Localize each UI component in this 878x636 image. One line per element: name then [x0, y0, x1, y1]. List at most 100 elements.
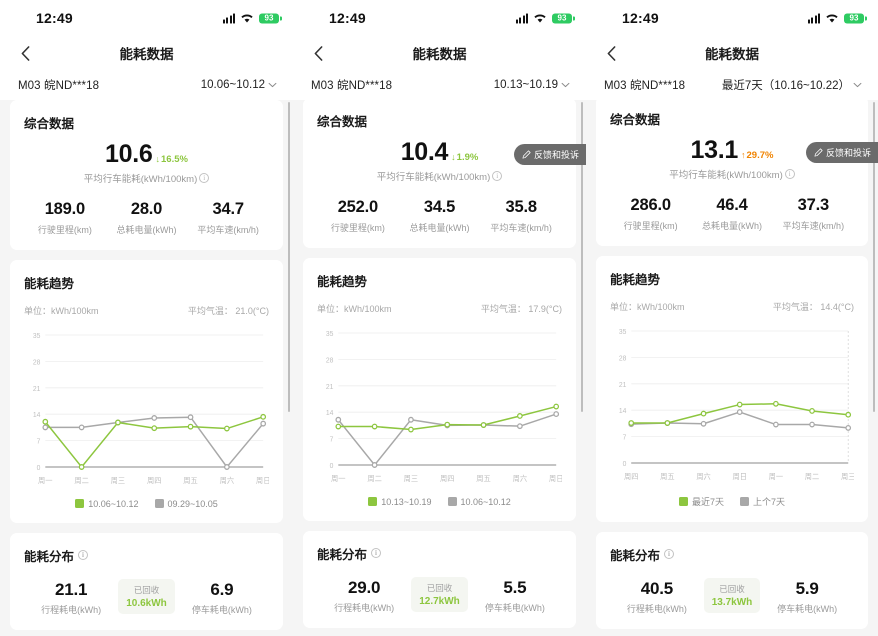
stat-label: 总耗电量(kWh) [116, 224, 177, 235]
hero-caption: 平均行车能耗(kWh/100km) i [24, 171, 269, 185]
data-point [809, 421, 815, 427]
distribution-park: 5.9 停车耗电(kWh) [760, 580, 854, 615]
scrollbar[interactable] [873, 102, 875, 412]
legend-item[interactable]: 10.06~10.12 [447, 497, 511, 507]
legend-swatch [447, 497, 457, 506]
y-axis-tick: 35 [33, 332, 41, 339]
x-axis-tick: 周三 [111, 475, 126, 484]
chart-temp-label: 平均气温： 21.0(°C) [187, 305, 269, 316]
x-axis-tick: 周四 [624, 471, 638, 480]
legend-item[interactable]: 最近7天 [678, 495, 724, 508]
back-button[interactable] [600, 42, 622, 64]
distribution-park: 6.9 停车耗电(kWh) [175, 581, 269, 616]
data-point [187, 423, 194, 430]
vehicle-plate: M03 皖ND***18 [18, 80, 100, 92]
signal-bars-icon [515, 13, 528, 23]
info-circle-icon[interactable]: i [664, 549, 675, 559]
legend-swatch [154, 499, 164, 508]
summary-card: 反馈和投诉 综合数据 13.1 ↑ 29.7% 平均行车能耗(kWh/100km) i 286… [596, 96, 878, 246]
chevron-left-icon [21, 45, 29, 61]
chart-area[interactable]: 0 7 14 21 28 35 周一 周二 周三 周四 周五 周六 周日 [317, 323, 562, 491]
page-title: 能耗数据 [705, 47, 759, 62]
distribution-value: 40.5 [640, 578, 673, 598]
scroll-body[interactable]: 反馈和投诉 综合数据 13.1 ↑ 29.7% 平均行车能耗(kWh/100km) i 286… [586, 96, 878, 636]
data-point [773, 421, 779, 427]
nav-bar: 能耗数据 [586, 36, 878, 70]
info-circle-icon[interactable]: i [371, 548, 382, 558]
distribution-value: 5.5 [503, 577, 527, 597]
hero-delta: ↑ 29.7% [741, 150, 773, 161]
data-point [444, 421, 451, 428]
feedback-button[interactable]: 反馈和投诉 [513, 144, 586, 165]
info-circle-icon[interactable]: i [78, 550, 89, 560]
y-axis-tick: 0 [330, 462, 334, 469]
status-time: 12:49 [329, 10, 366, 26]
x-axis-tick: 周二 [805, 471, 819, 480]
date-range-selector[interactable]: 最近7天（10.16~10.22） [722, 77, 862, 93]
info-circle-icon[interactable]: i [492, 171, 503, 181]
x-axis-tick: 周三 [404, 473, 419, 482]
vehicle-plate: M03 皖ND***18 [604, 80, 686, 92]
scroll-body[interactable]: 综合数据 10.6 ↓ 16.5% 平均行车能耗(kWh/100km) i 189.0 行驶里… [0, 100, 293, 636]
distribution-value: 6.9 [210, 579, 234, 599]
y-axis-tick: 14 [619, 408, 627, 415]
info-circle-icon[interactable]: i [784, 169, 795, 179]
distribution-row: 21.1 行程耗电(kWh) 已回收 10.6kWh 6.9 停车耗电(kWh) [24, 578, 269, 616]
stat-value: 252.0 [337, 198, 378, 216]
status-bar: 12:49 93 [0, 0, 293, 36]
stat-label: 平均车速(km/h) [782, 220, 845, 231]
x-axis-tick: 周五 [476, 473, 491, 482]
distribution-value: 21.1 [54, 579, 88, 599]
data-point [736, 408, 743, 415]
hero-delta: ↓ 1.9% [451, 152, 478, 163]
sub-header: M03 皖ND***18 10.06~10.12 [0, 70, 293, 100]
legend-item[interactable]: 10.13~10.19 [368, 497, 432, 507]
y-axis-tick: 21 [33, 385, 41, 392]
scrollbar[interactable] [581, 102, 583, 412]
scroll-body[interactable]: 反馈和投诉 综合数据 10.4 ↓ 1.9% 平均行车能耗(kWh/100km) i 252.… [293, 98, 586, 636]
trend-card: 能耗趋势 单位：kWh/100km 平均气温： 21.0(°C) 0 7 14 21 28 35… [10, 259, 283, 523]
chart-legend: 10.06~10.12 09.29~10.05 [24, 499, 269, 509]
stat-label: 平均车速(km/h) [490, 222, 552, 233]
date-range-selector[interactable]: 10.06~10.12 [201, 79, 277, 91]
scrollbar[interactable] [288, 102, 290, 412]
distribution-card: 能耗分布 i 29.0 行程耗电(kWh) 已回收 12.7kWh 5.5 停车耗电(kWh) [303, 530, 576, 628]
distribution-label: 行程耗电(kWh) [626, 603, 687, 614]
y-axis-tick: 21 [619, 381, 627, 388]
info-circle-icon[interactable]: i [199, 173, 210, 183]
nav-bar: 能耗数据 [0, 36, 293, 70]
y-axis-tick: 7 [37, 438, 41, 445]
chart-area[interactable]: 0 7 14 21 28 35 周四 周五 周六 周日 周一 周二 周三 [610, 321, 854, 489]
trend-card: 能耗趋势 单位：kWh/100km 平均气温： 17.9(°C) 0 7 14 21 28 35… [303, 257, 576, 521]
date-range-selector[interactable]: 10.13~10.19 [494, 79, 570, 91]
summary-card: 反馈和投诉 综合数据 10.4 ↓ 1.9% 平均行车能耗(kWh/100km) i 252.… [303, 98, 586, 248]
distribution-trip: 29.0 行程耗电(kWh) [317, 579, 411, 614]
stat-distance: 189.0 行驶里程(km) [24, 201, 106, 236]
distribution-title: 能耗分布 i [610, 545, 854, 564]
hero-delta-value: 29.7% [746, 150, 774, 161]
hero-caption: 平均行车能耗(kWh/100km) i [610, 167, 854, 181]
chevron-down-icon [268, 82, 277, 88]
phone-screen-2: 12:49 93 能耗数据 M03 皖ND***18 10.13~10.19 反馈和投诉 综… [293, 0, 586, 636]
distribution-title-text: 能耗分布 [317, 547, 368, 562]
back-button[interactable] [307, 42, 329, 64]
feedback-button[interactable]: 反馈和投诉 [805, 142, 878, 163]
back-button[interactable] [14, 42, 36, 64]
trend-arrow-icon: ↑ [741, 150, 746, 160]
data-point [151, 424, 158, 431]
y-axis-tick: 21 [326, 383, 334, 390]
legend-item[interactable]: 09.29~10.05 [154, 498, 218, 509]
series-line [44, 415, 264, 468]
data-point [335, 416, 342, 423]
chevron-down-icon [853, 82, 862, 88]
data-point [42, 418, 49, 425]
distribution-card: 能耗分布 i 21.1 行程耗电(kWh) 已回收 10.6kWh 6.9 停车耗电(kWh) [10, 532, 283, 630]
y-axis-tick: 28 [33, 359, 41, 366]
recovered-badge: 已回收 12.7kWh [411, 576, 468, 612]
legend-item[interactable]: 10.06~10.12 [75, 499, 139, 509]
chart-area[interactable]: 0 7 14 21 28 35 周一 周二 周三 周四 周五 周六 周日 [24, 325, 269, 493]
legend-item[interactable]: 上个7天 [740, 495, 785, 508]
legend-label: 09.29~10.05 [167, 498, 218, 509]
stat-label: 平均车速(km/h) [197, 224, 259, 235]
chart-temp-label: 平均气温： 14.4(°C) [772, 301, 854, 312]
